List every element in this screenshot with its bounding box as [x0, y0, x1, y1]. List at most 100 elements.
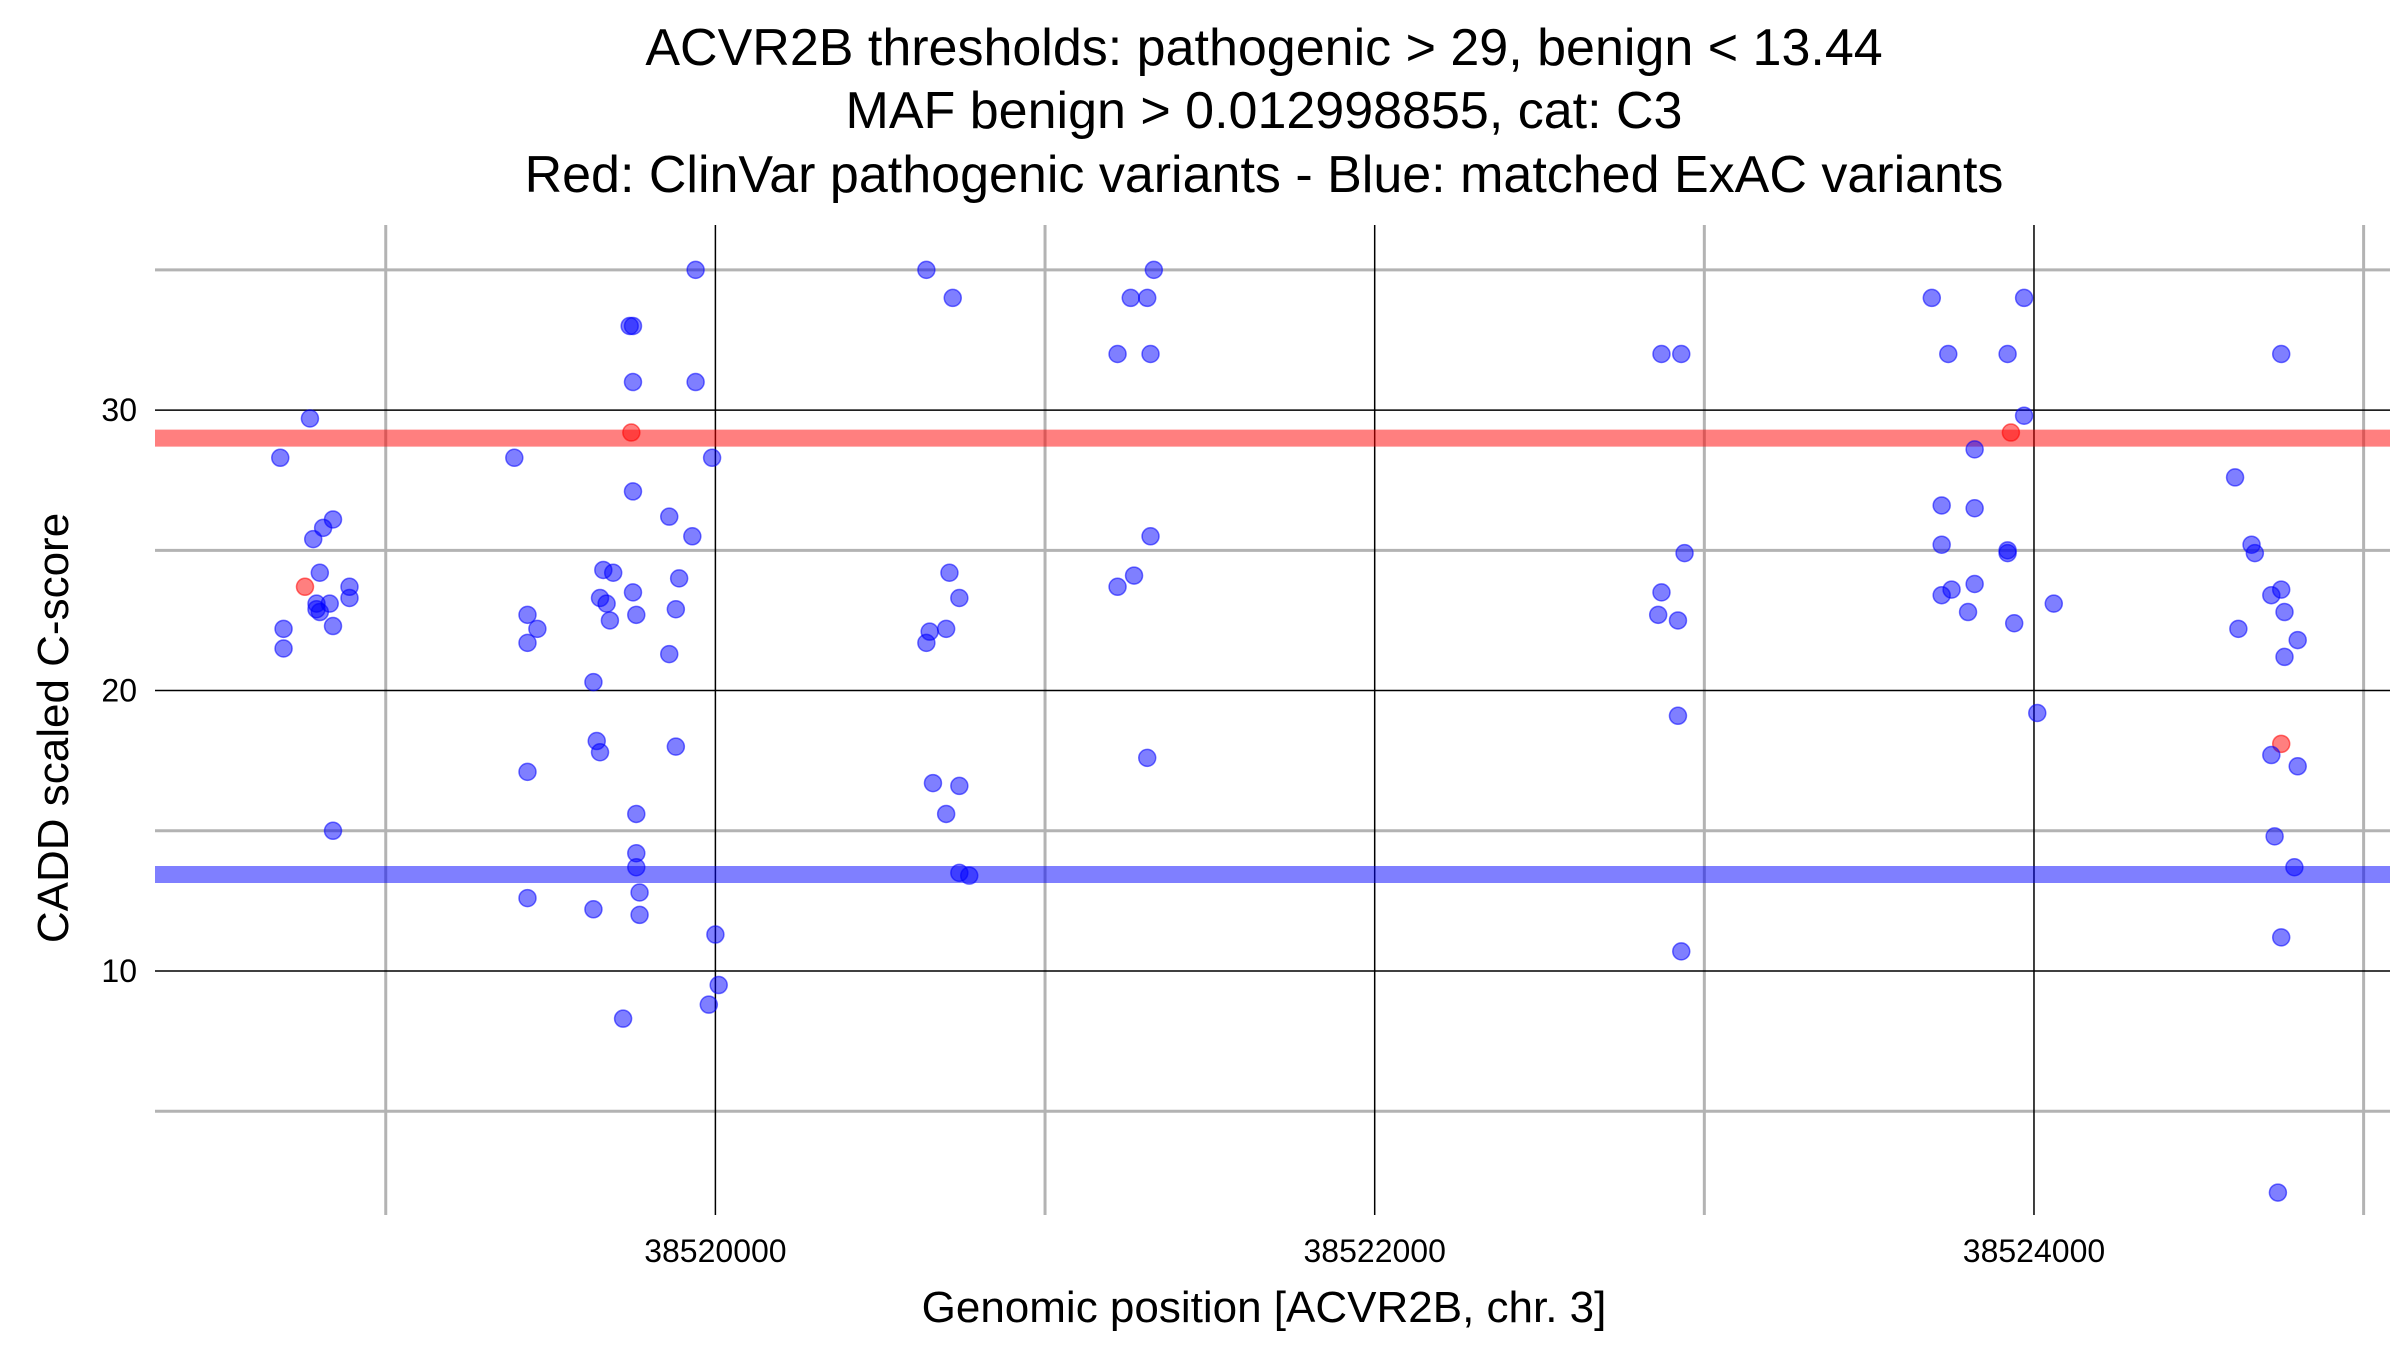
data-point [323, 510, 343, 529]
chart-title-line-2: MAF benign > 0.012998855, cat: C3 [846, 82, 1683, 140]
data-point [699, 995, 719, 1014]
y-axis-title: CADD scaled C-score [29, 513, 78, 943]
x-tick-label: 38522000 [1304, 1233, 1446, 1269]
data-point [1668, 706, 1688, 726]
data-point [2028, 703, 2047, 723]
data-point [1672, 942, 1691, 961]
data-point [518, 762, 537, 782]
data-point [1141, 527, 1160, 546]
data-point [613, 1009, 633, 1028]
data-point [2288, 630, 2307, 650]
data-point [623, 372, 643, 392]
data-point [2271, 580, 2291, 599]
chart-title-line-1: ACVR2B thresholds: pathogenic > 29, beni… [645, 19, 1882, 77]
data-point [518, 633, 537, 653]
data-point [2014, 406, 2034, 425]
data-point [709, 975, 728, 995]
data-point [2268, 1183, 2288, 1202]
y-tick-label: 10 [101, 953, 137, 989]
data-point [702, 448, 722, 468]
data-point [323, 821, 343, 841]
data-point [950, 776, 969, 796]
data-point [1672, 344, 1691, 364]
chart-title-line-3: Red: ClinVar pathogenic variants - Blue:… [525, 146, 2004, 204]
data-point [669, 569, 689, 588]
data-point [1144, 260, 1164, 280]
data-point [1652, 344, 1671, 364]
data-point [1998, 543, 2017, 563]
data-point [1668, 611, 1688, 630]
data-point [2275, 647, 2294, 667]
y-tick-label: 30 [101, 392, 137, 428]
data-point [1932, 535, 1951, 554]
data-point [1942, 580, 1961, 599]
data-point [686, 260, 705, 280]
data-point [1108, 577, 1127, 597]
data-point [518, 605, 537, 625]
data-point [2004, 613, 2024, 633]
data-point [630, 905, 649, 925]
data-point [2001, 423, 2021, 442]
data-point [2265, 827, 2284, 846]
y-tick-label: 20 [101, 673, 137, 709]
data-point [1965, 440, 1984, 459]
data-point [2044, 594, 2064, 613]
data-point [936, 804, 956, 824]
data-point [584, 672, 603, 692]
grid-major [155, 225, 2390, 1215]
data-point [323, 616, 343, 636]
data-point [2275, 602, 2294, 622]
data-point [686, 372, 705, 392]
data-point [917, 260, 936, 280]
x-tick-label: 38520000 [644, 1233, 786, 1269]
data-point [1121, 288, 1141, 308]
data-point [584, 900, 603, 919]
chart-title: ACVR2B thresholds: pathogenic > 29, beni… [525, 19, 2004, 204]
data-point [300, 409, 320, 428]
data-point [320, 594, 339, 613]
data-point [622, 423, 641, 442]
data-point [683, 527, 702, 546]
data-point [590, 743, 610, 762]
data-point [1932, 496, 1951, 515]
data-point [600, 611, 620, 630]
x-tick-labels: 38520000 38522000 38524000 [644, 1233, 2105, 1269]
data-point [505, 448, 524, 468]
data-point [623, 482, 643, 501]
data-point [340, 588, 359, 608]
data-point [1939, 344, 1958, 364]
data-point [295, 577, 315, 597]
data-point [271, 448, 290, 468]
data-point [2245, 543, 2265, 563]
data-point [943, 288, 962, 308]
data-point [1124, 566, 1144, 585]
data-point [1108, 344, 1127, 364]
data-point [940, 563, 959, 583]
data-point [950, 588, 969, 608]
data-point [1137, 288, 1157, 308]
data-point [627, 804, 646, 824]
data-point [1675, 543, 1694, 563]
data-point [603, 563, 623, 583]
data-points [271, 260, 2307, 1202]
data-point [2271, 928, 2291, 947]
data-point [2285, 857, 2304, 877]
data-point [627, 605, 646, 625]
data-point [936, 619, 956, 639]
data-point [597, 594, 616, 613]
data-point [1137, 748, 1157, 768]
data-point [1958, 602, 1978, 622]
data-point [1922, 288, 1942, 308]
data-point [923, 773, 943, 793]
data-point [623, 583, 643, 602]
data-point [666, 737, 686, 756]
data-point [630, 883, 649, 902]
data-point [1652, 583, 1671, 602]
data-point [2225, 468, 2245, 487]
data-point [1648, 605, 1668, 625]
data-point [706, 925, 725, 944]
data-point [1141, 344, 1160, 364]
data-point [627, 857, 646, 877]
